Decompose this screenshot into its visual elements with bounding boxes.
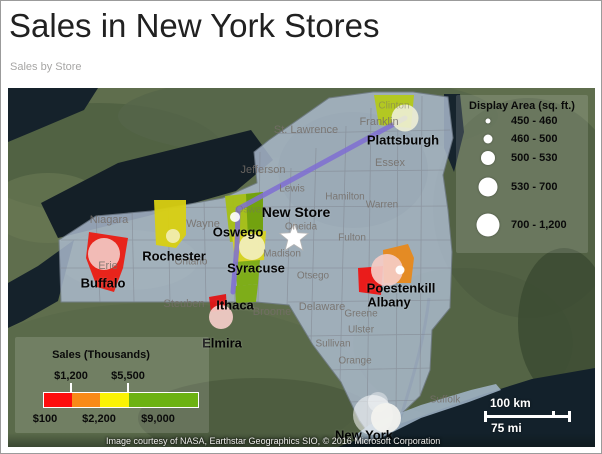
store-bubble-plattsburgh[interactable] (391, 104, 419, 132)
store-bubble-poestenkill[interactable] (371, 254, 403, 286)
size-legend: Display Area (sq. ft.) 450 - 460 460 - 5… (456, 95, 588, 253)
size-legend-range: 500 - 530 (511, 152, 558, 164)
legend-segment-red (44, 393, 72, 407)
legend-segment-green (129, 393, 198, 407)
legend-segment-yellow (100, 393, 129, 407)
county-cortland-green[interactable] (235, 260, 260, 286)
store-label-oswego: Oswego (212, 224, 264, 240)
store-label-syracuse: Syracuse (227, 260, 285, 276)
legend-segment-orange (72, 393, 100, 407)
size-legend-range: 700 - 1,200 (511, 219, 567, 231)
store-bubble-ithaca[interactable] (209, 305, 233, 329)
store-bubble-albany[interactable] (395, 265, 405, 275)
scale-tick (484, 411, 487, 422)
color-legend-label: $1,200 (54, 370, 88, 382)
store-label-new-store: New Store (261, 204, 331, 220)
map-attribution: Image courtesy of NASA, Earthstar Geogra… (106, 436, 441, 446)
page-title: Sales in New York Stores (9, 7, 380, 44)
color-legend-title: Sales (Thousands) (52, 349, 150, 361)
store-bubble-rochester[interactable] (166, 229, 180, 243)
scale-bar: 100 km 75 mi (484, 396, 579, 436)
lake-ontario-water (41, 130, 273, 238)
size-legend-row: 500 - 530 (456, 147, 588, 169)
attribution-strip (8, 433, 595, 447)
legend-tick (127, 383, 129, 392)
size-legend-range: 460 - 500 (511, 133, 558, 145)
color-legend-label: $2,200 (82, 413, 116, 425)
scale-tick (568, 411, 571, 422)
bubble-size-icon (483, 134, 493, 144)
store-bubble-oswego[interactable] (230, 212, 240, 222)
store-bubble-newyork[interactable] (371, 403, 401, 433)
size-legend-row: 450 - 460 (456, 110, 588, 132)
scale-bar-line (484, 415, 571, 418)
store-label-albany: Albany (367, 294, 411, 310)
size-legend-row: 530 - 700 (456, 176, 588, 198)
bubble-size-icon (476, 213, 500, 237)
bubble-size-icon (478, 177, 498, 197)
map-visual[interactable]: St. Lawrence Franklin Clinton Essex Jeff… (8, 88, 595, 447)
store-label-ithaca: Ithaca (216, 297, 254, 313)
store-label-poestenkill: Poestenkill (366, 280, 436, 296)
store-label-plattsburgh: Plattsburgh (366, 132, 440, 148)
color-legend-label: $100 (32, 413, 58, 425)
lake-erie-water (8, 240, 74, 328)
county-tompkins-green[interactable] (235, 284, 258, 303)
map-canvas (8, 88, 595, 447)
size-legend-row: 460 - 500 (456, 128, 588, 150)
legend-tick (70, 383, 72, 392)
store-label-new-york: New York (335, 428, 393, 443)
lake-huron-water (8, 88, 98, 142)
scale-mi-label: 75 mi (491, 421, 522, 435)
terrain-patch-dark-forest (518, 248, 595, 398)
bubble-size-icon (485, 118, 491, 124)
bubble-size-icon (481, 151, 495, 165)
color-legend-gradient-bar (43, 392, 199, 408)
route-line (230, 115, 408, 295)
new-store-marker[interactable] (278, 221, 310, 251)
scale-km-label: 100 km (490, 396, 531, 410)
store-bubble-syracuse[interactable] (239, 234, 265, 260)
size-legend-range: 530 - 700 (511, 181, 558, 193)
color-legend-label: $9,000 (141, 413, 175, 425)
store-label-buffalo: Buffalo (80, 275, 126, 291)
scale-tick (552, 411, 555, 418)
page-subtitle: Sales by Store (10, 61, 82, 73)
store-label-elmira: Elmira (202, 335, 242, 351)
size-legend-title: Display Area (sq. ft.) (469, 100, 575, 112)
store-bubble-buffalo[interactable] (88, 238, 120, 270)
size-legend-range: 450 - 460 (511, 115, 558, 127)
color-legend-label: $5,500 (111, 370, 145, 382)
store-label-rochester: Rochester (142, 248, 206, 264)
color-legend: Sales (Thousands) $1,200 $5,500 $100 $2,… (15, 337, 209, 433)
size-legend-row: 700 - 1,200 (456, 213, 588, 237)
